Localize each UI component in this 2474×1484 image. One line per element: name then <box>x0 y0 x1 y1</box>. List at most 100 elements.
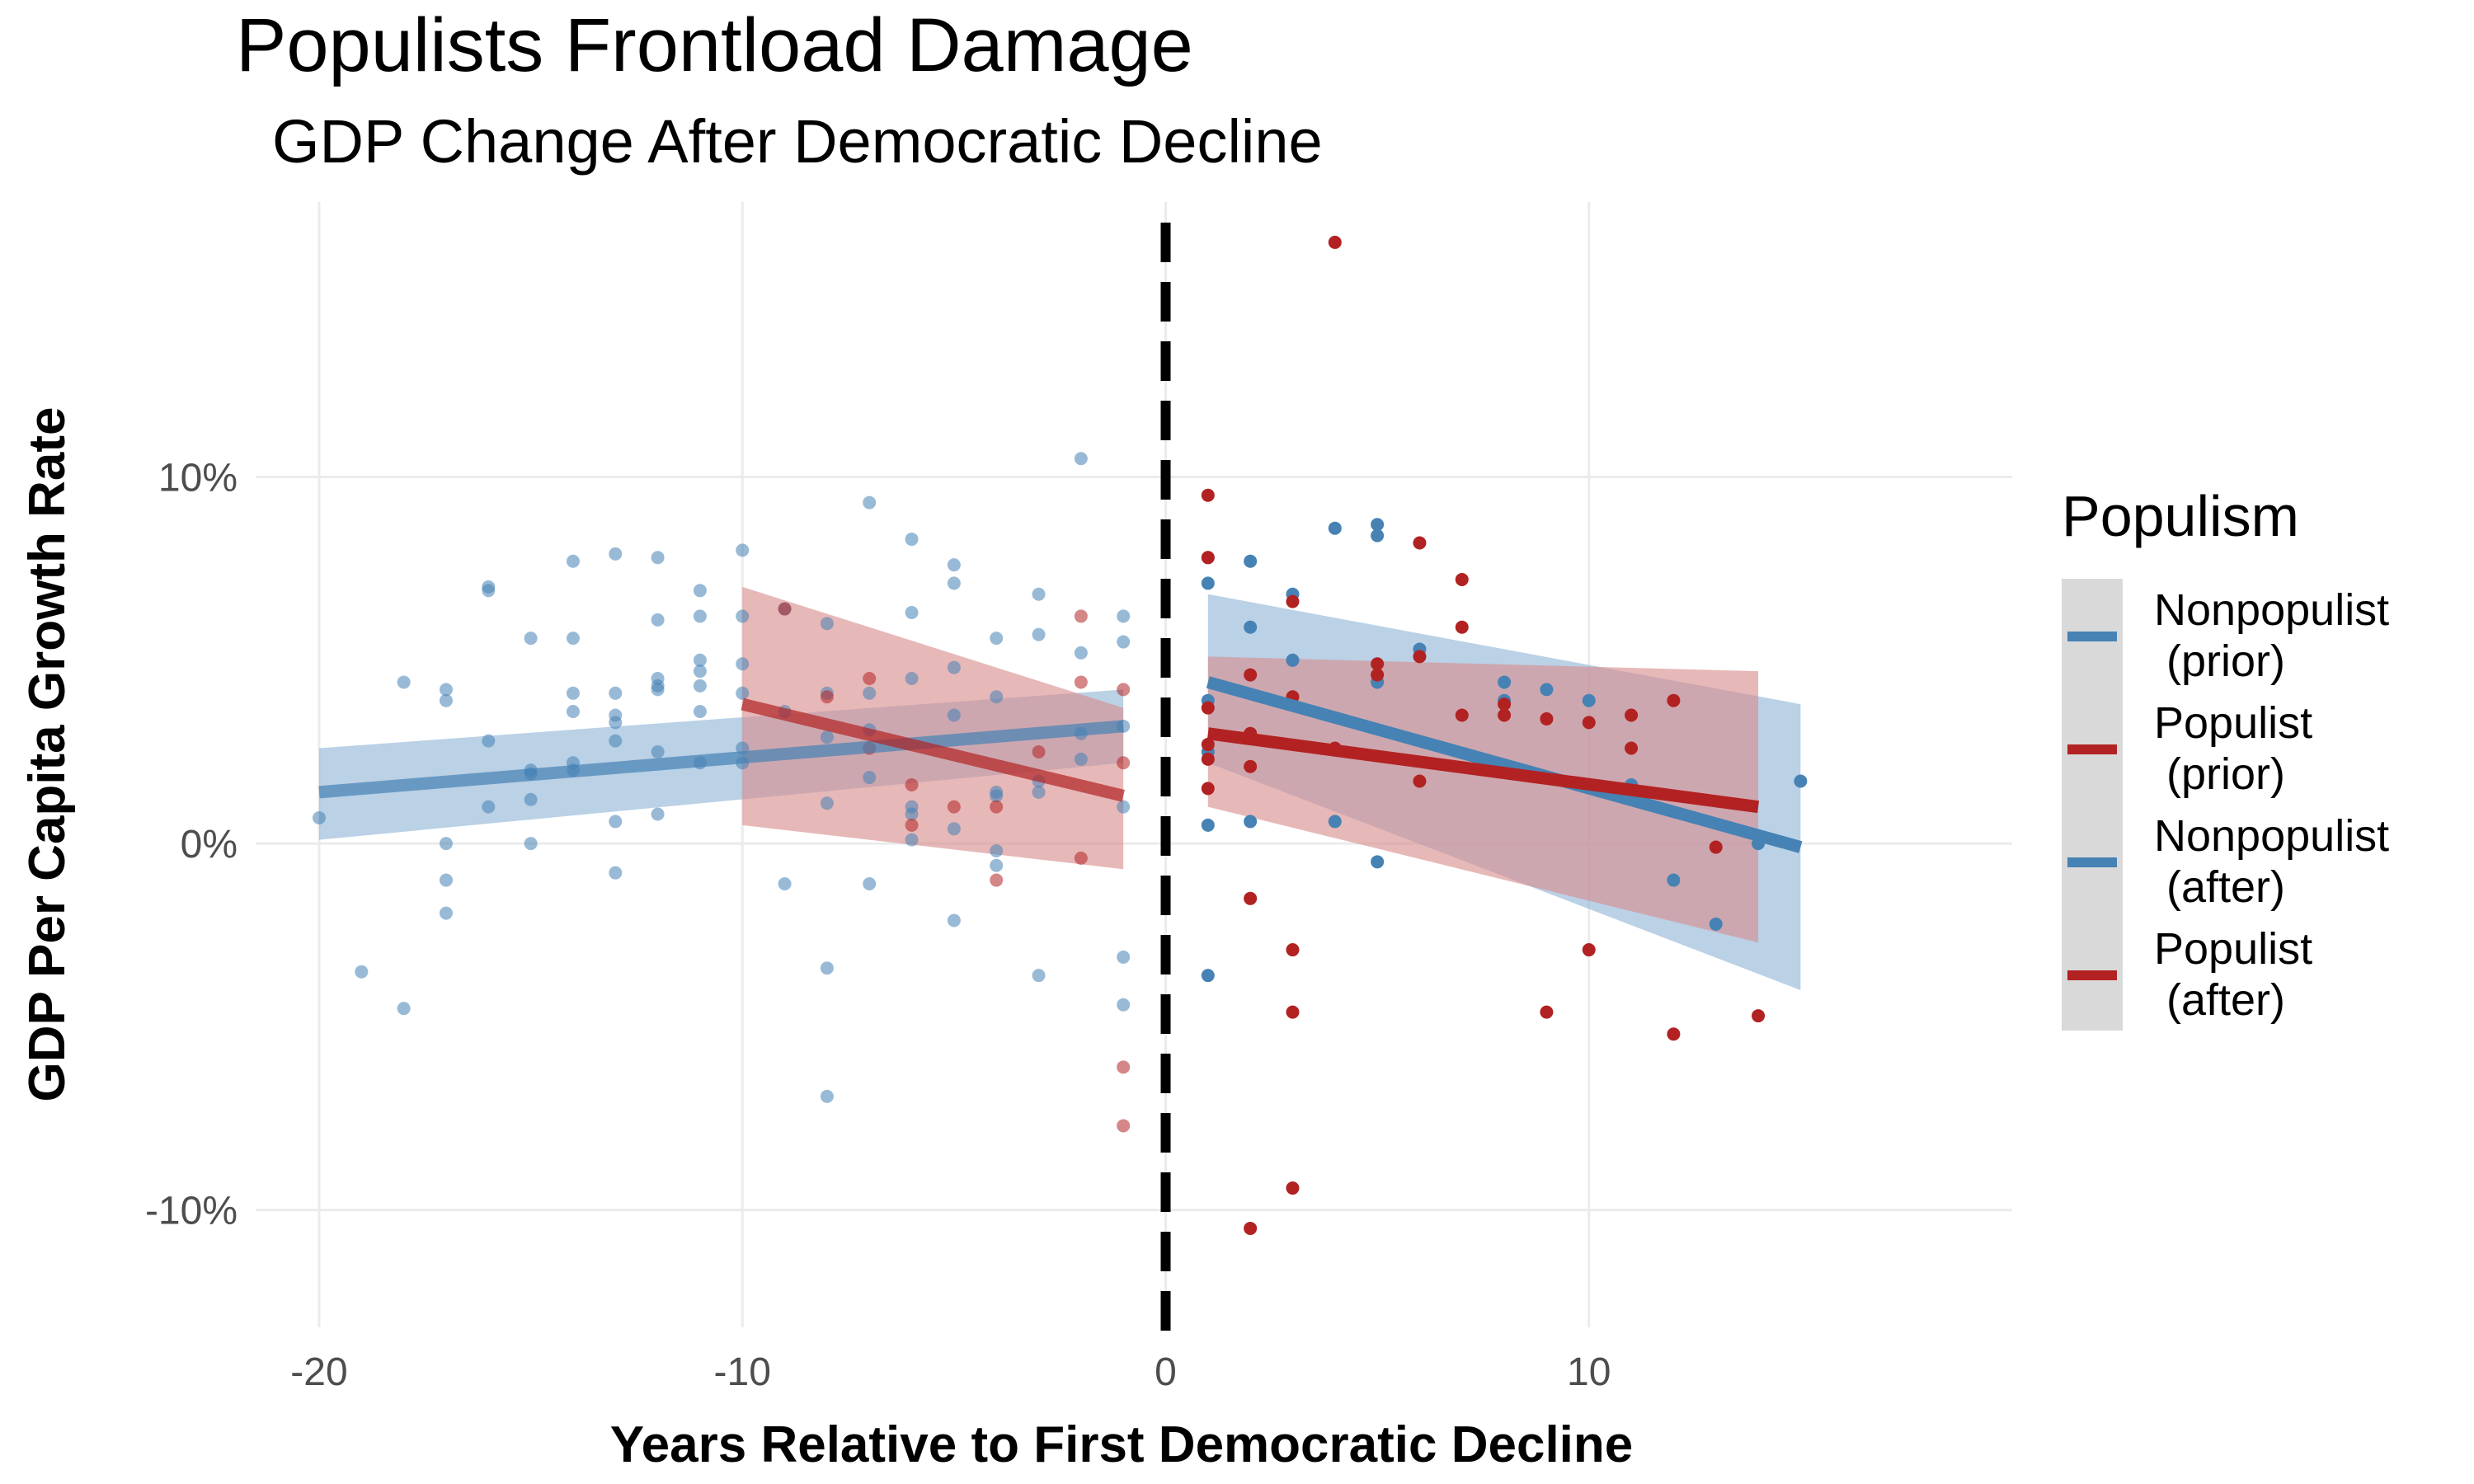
point-nonpopulist-after <box>1794 774 1808 788</box>
point-nonpopulist-prior <box>482 584 496 598</box>
legend-label-nonpopulist-after: Nonpopulist (after) <box>2154 811 2389 912</box>
point-nonpopulist-prior <box>566 705 580 719</box>
point-nonpopulist-prior <box>820 730 834 744</box>
point-nonpopulist-prior <box>651 551 665 565</box>
point-nonpopulist-after <box>1371 528 1385 542</box>
point-populist-after <box>1201 782 1215 796</box>
point-nonpopulist-prior <box>397 1002 411 1016</box>
point-nonpopulist-prior <box>1074 452 1088 466</box>
point-nonpopulist-prior <box>482 734 496 748</box>
point-nonpopulist-prior <box>524 792 538 806</box>
point-nonpopulist-prior <box>609 686 623 700</box>
point-nonpopulist-prior <box>693 584 707 598</box>
point-populist-after <box>1286 943 1300 957</box>
point-populist-after <box>1244 759 1258 773</box>
point-nonpopulist-prior <box>566 632 580 646</box>
point-populist-after <box>1201 701 1215 715</box>
plot-area <box>256 202 2012 1344</box>
point-nonpopulist-prior <box>693 609 707 623</box>
point-nonpopulist-after <box>1201 576 1215 590</box>
point-nonpopulist-prior <box>1032 969 1046 983</box>
point-populist-after <box>1413 650 1427 664</box>
ribbon-populist-after <box>1207 656 1759 943</box>
y-tick-label: -10% <box>145 1190 238 1233</box>
point-populist-prior <box>1117 1119 1131 1133</box>
point-nonpopulist-prior <box>693 665 707 679</box>
point-nonpopulist-prior <box>439 683 453 697</box>
point-nonpopulist-prior <box>1032 587 1046 601</box>
point-populist-prior <box>905 777 919 791</box>
point-nonpopulist-prior <box>651 807 665 821</box>
point-populist-after <box>1201 738 1215 752</box>
point-nonpopulist-after <box>1201 969 1215 983</box>
point-nonpopulist-prior <box>1074 752 1088 766</box>
point-nonpopulist-prior <box>990 690 1004 704</box>
point-nonpopulist-prior <box>820 961 834 975</box>
point-populist-prior <box>947 800 961 814</box>
fit-line-nonpopulist-after <box>1206 676 1803 853</box>
point-nonpopulist-prior <box>1032 785 1046 799</box>
point-nonpopulist-prior <box>693 679 707 693</box>
point-nonpopulist-prior <box>947 660 961 674</box>
legend-title: Populism <box>2062 484 2299 548</box>
point-nonpopulist-prior <box>1117 950 1131 964</box>
point-nonpopulist-prior <box>609 547 623 561</box>
point-nonpopulist-prior <box>905 605 919 619</box>
point-populist-prior <box>820 690 834 704</box>
point-nonpopulist-prior <box>355 965 369 979</box>
point-nonpopulist-after <box>1286 653 1300 667</box>
fit-line-populist-after <box>1206 727 1760 814</box>
x-tick-label: -10 <box>714 1350 771 1394</box>
point-populist-prior <box>1117 683 1131 697</box>
fit-lines <box>318 676 1803 853</box>
point-populist-prior <box>863 672 877 686</box>
point-nonpopulist-after <box>1371 518 1385 532</box>
point-nonpopulist-after <box>1328 815 1342 829</box>
point-populist-after <box>1328 235 1342 249</box>
y-tick-label: 0% <box>181 823 238 866</box>
point-nonpopulist-after <box>1709 917 1723 931</box>
point-populist-after <box>1582 716 1596 730</box>
point-populist-after <box>1455 572 1469 586</box>
point-populist-prior <box>990 800 1004 814</box>
x-axis-label: Years Relative to First Democratic Decli… <box>610 1416 1634 1473</box>
point-nonpopulist-after <box>1328 521 1342 535</box>
x-tick-label: 10 <box>1567 1350 1611 1394</box>
legend-label-nonpopulist-prior: Nonpopulist (prior) <box>2154 585 2389 686</box>
point-nonpopulist-prior <box>736 657 750 671</box>
y-tick-label: 10% <box>158 456 238 500</box>
point-nonpopulist-prior <box>1032 627 1046 641</box>
legend-key-background <box>2062 579 2123 1031</box>
point-nonpopulist-prior <box>651 683 665 697</box>
point-nonpopulist-after <box>1582 693 1596 707</box>
point-nonpopulist-after <box>1540 683 1554 697</box>
point-populist-after <box>1286 1181 1300 1195</box>
point-nonpopulist-prior <box>1117 635 1131 649</box>
legend-label-populist-after: Populist (after) <box>2154 924 2312 1025</box>
point-populist-after <box>1498 708 1512 722</box>
confidence-ribbons <box>318 586 1801 990</box>
point-nonpopulist-prior <box>524 837 538 851</box>
point-nonpopulist-prior <box>863 877 877 891</box>
point-nonpopulist-prior <box>905 533 919 547</box>
point-nonpopulist-prior <box>609 866 623 880</box>
chart-title: Populists Frontload Damage <box>236 3 1193 87</box>
point-nonpopulist-prior <box>1117 800 1131 814</box>
point-populist-prior <box>905 818 919 832</box>
point-nonpopulist-after <box>1244 620 1258 634</box>
point-populist-after <box>1582 943 1596 957</box>
point-nonpopulist-prior <box>609 815 623 829</box>
point-nonpopulist-prior <box>524 632 538 646</box>
point-populist-after <box>1413 774 1427 788</box>
point-populist-after <box>1244 668 1258 682</box>
point-nonpopulist-prior <box>947 558 961 572</box>
point-nonpopulist-after <box>1201 818 1215 832</box>
point-nonpopulist-prior <box>736 686 750 700</box>
point-populist-after <box>1540 1005 1554 1019</box>
point-nonpopulist-prior <box>820 1089 834 1103</box>
point-populist-after <box>1286 1005 1300 1019</box>
point-populist-after <box>1455 708 1469 722</box>
point-populist-after <box>1201 752 1215 766</box>
point-populist-after <box>1625 741 1639 755</box>
point-populist-after <box>1667 693 1681 707</box>
